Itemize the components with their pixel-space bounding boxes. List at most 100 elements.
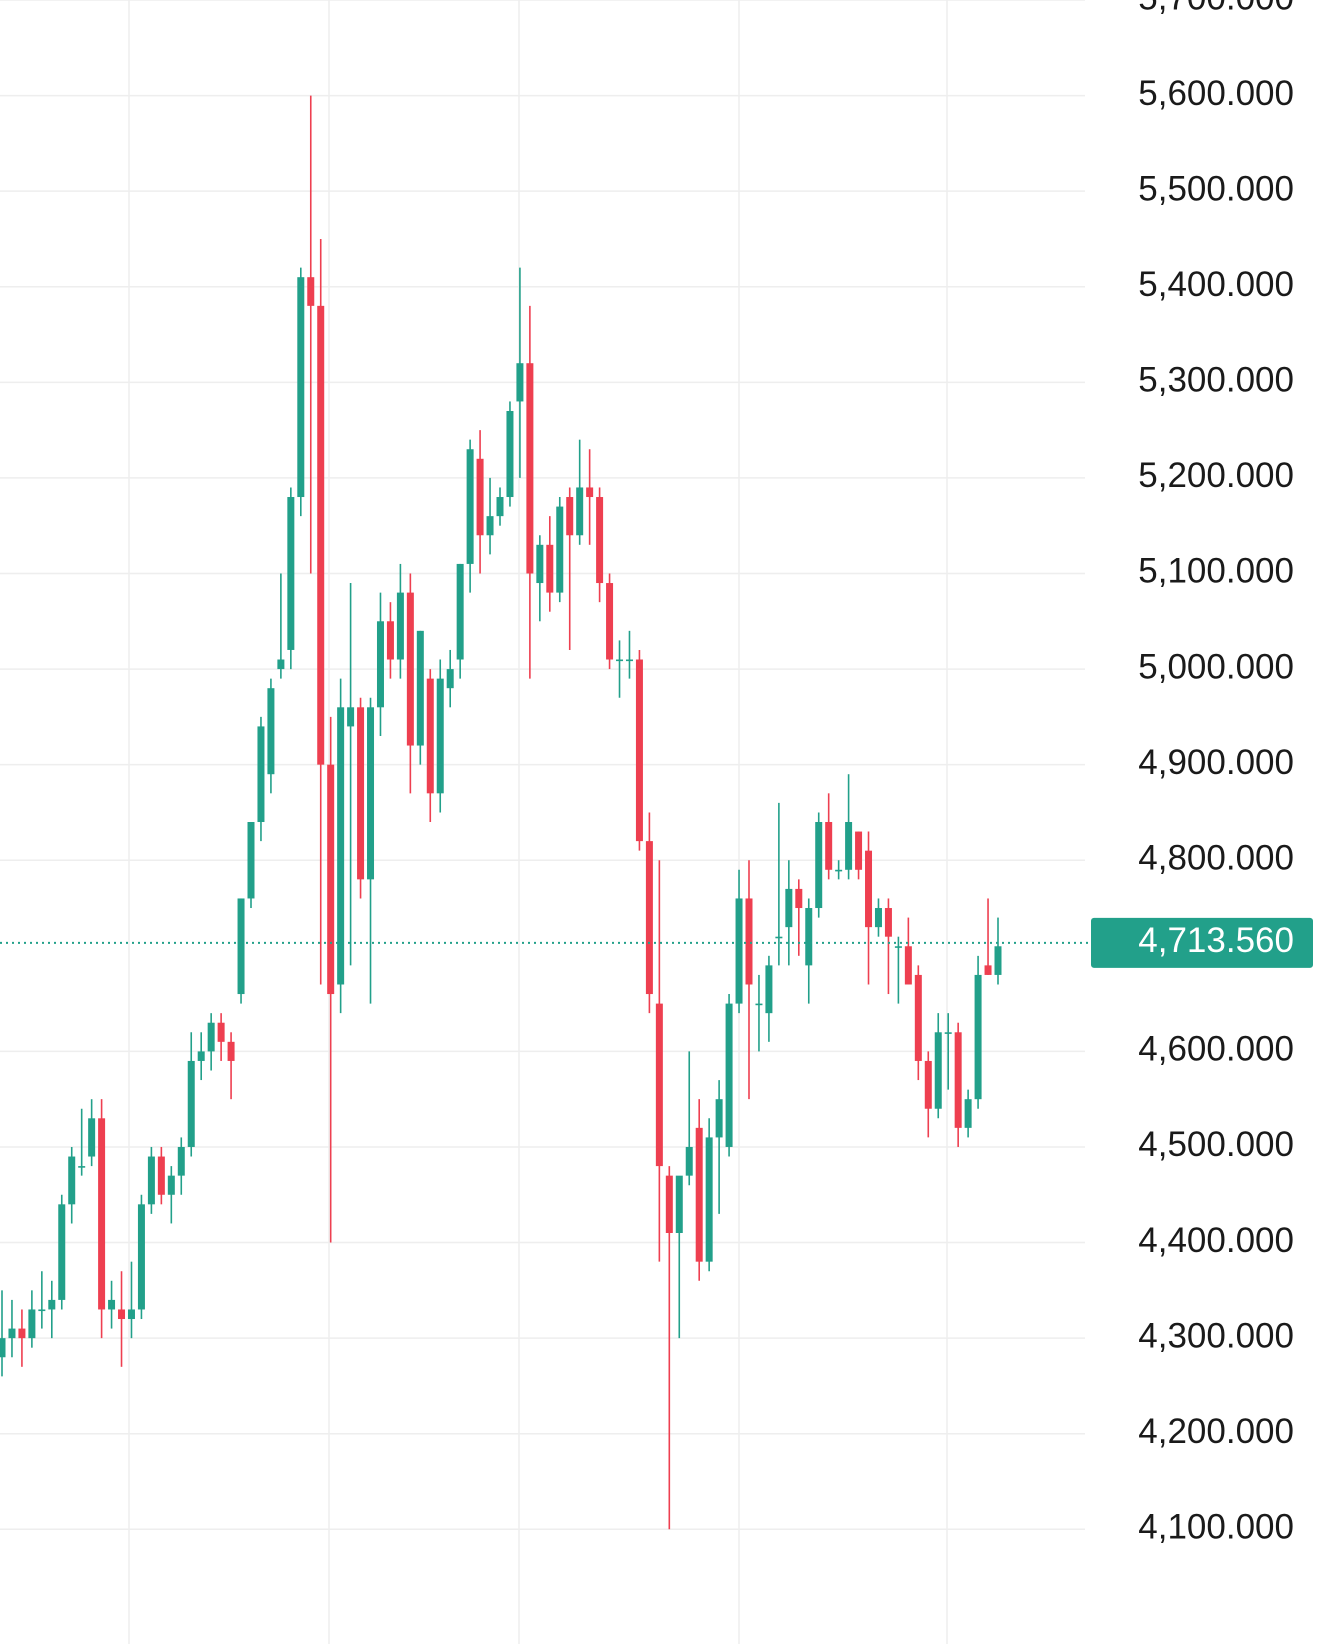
candle-body — [775, 936, 783, 939]
candle-body — [526, 363, 534, 574]
candle-body — [874, 908, 882, 928]
candle-body — [894, 946, 902, 948]
candle-body — [884, 908, 892, 937]
candle-body — [765, 965, 773, 1014]
candle-body — [307, 277, 315, 306]
candle-body — [835, 869, 843, 872]
candle-body — [167, 1175, 175, 1195]
y-tick-label: 5,400.000 — [1138, 265, 1294, 304]
y-tick-label: 5,200.000 — [1138, 456, 1294, 495]
candle-body — [446, 669, 454, 689]
y-tick-label: 5,300.000 — [1138, 361, 1294, 400]
candle-body — [456, 563, 464, 660]
candle-body — [78, 1166, 86, 1168]
candle-body — [197, 1051, 205, 1061]
candle-body — [68, 1156, 76, 1205]
candle-body — [277, 659, 285, 670]
candle-body — [496, 497, 504, 517]
candle-body — [576, 487, 584, 536]
y-tick-label: 5,500.000 — [1138, 169, 1294, 208]
candle-body — [486, 516, 494, 536]
candle-body — [745, 898, 753, 985]
candle-body — [665, 1175, 673, 1233]
candle-body — [815, 822, 823, 909]
candle-body — [566, 497, 574, 536]
candle-body — [98, 1118, 106, 1310]
candle-body — [147, 1156, 155, 1205]
candle-body — [177, 1146, 185, 1176]
candle-body — [88, 1118, 96, 1157]
candle-body — [287, 497, 295, 650]
last-price-box — [1091, 917, 1313, 968]
candle-body — [367, 707, 375, 880]
candle-body — [187, 1060, 195, 1147]
candle-body — [606, 583, 614, 660]
candle-body — [217, 1022, 225, 1042]
candle-body — [247, 822, 255, 899]
candle-body — [406, 592, 414, 746]
y-tick-label: 4,800.000 — [1138, 838, 1294, 877]
y-tick-label: 4,200.000 — [1138, 1412, 1294, 1451]
candle-body — [994, 946, 1002, 975]
y-tick-label: 5,100.000 — [1138, 552, 1294, 591]
candle-body — [556, 506, 564, 593]
candle-body — [376, 621, 384, 708]
candle-body — [795, 888, 803, 909]
candle-body — [944, 1032, 952, 1034]
y-tick-label: 4,900.000 — [1138, 743, 1294, 782]
candle-body — [655, 1003, 663, 1167]
candle-body — [675, 1175, 683, 1233]
candle-body — [357, 707, 365, 880]
candle-body — [337, 707, 345, 985]
vertical-grid — [128, 0, 948, 1644]
candle-body — [805, 908, 813, 966]
candle-body — [38, 1309, 46, 1312]
candle-body — [705, 1137, 713, 1262]
candle-body — [426, 678, 434, 794]
candle-body — [0, 1338, 6, 1358]
candle-body — [625, 659, 633, 662]
candle-body — [207, 1022, 215, 1052]
candle-body — [237, 898, 245, 995]
candle-body — [48, 1299, 56, 1310]
candle-body — [586, 487, 594, 498]
y-tick-label: 4,100.000 — [1138, 1508, 1294, 1547]
candle-body — [317, 305, 325, 765]
y-tick-label: 5,700.000 — [1138, 0, 1294, 17]
candle-body — [476, 458, 484, 536]
candle-body — [416, 630, 424, 746]
candle-body — [386, 621, 394, 660]
candle-body — [127, 1309, 135, 1320]
candle-body — [118, 1309, 126, 1320]
candle-body — [865, 850, 873, 928]
candle-body — [755, 1003, 763, 1006]
y-tick-label: 4,400.000 — [1138, 1221, 1294, 1260]
y-tick-label: 4,500.000 — [1138, 1125, 1294, 1164]
candle-body — [466, 449, 474, 564]
candle-body — [904, 946, 912, 985]
candle-body — [516, 363, 524, 402]
candle-body — [58, 1204, 66, 1300]
candle-body — [347, 707, 355, 727]
candle-body — [227, 1041, 235, 1061]
candle-body — [108, 1299, 116, 1310]
candle-body — [645, 841, 653, 995]
candle-body — [635, 659, 643, 842]
candle-body — [596, 497, 604, 584]
candle-body — [137, 1204, 145, 1310]
y-tick-label: 4,600.000 — [1138, 1030, 1294, 1069]
last-price-label: 4,713.560 — [1138, 921, 1294, 960]
candle-body — [725, 1003, 733, 1147]
y-tick-label: 5,000.000 — [1138, 647, 1294, 686]
candle-body — [845, 822, 853, 870]
candle-body — [297, 277, 305, 498]
candle-body — [157, 1156, 165, 1195]
candle-body — [825, 822, 833, 870]
candle-body — [616, 659, 624, 662]
candle-body — [735, 898, 743, 1004]
candle-body — [18, 1328, 26, 1339]
candle-body — [954, 1032, 962, 1128]
candle-body — [267, 688, 275, 775]
candle-body — [685, 1146, 693, 1176]
candle-body — [8, 1328, 16, 1339]
